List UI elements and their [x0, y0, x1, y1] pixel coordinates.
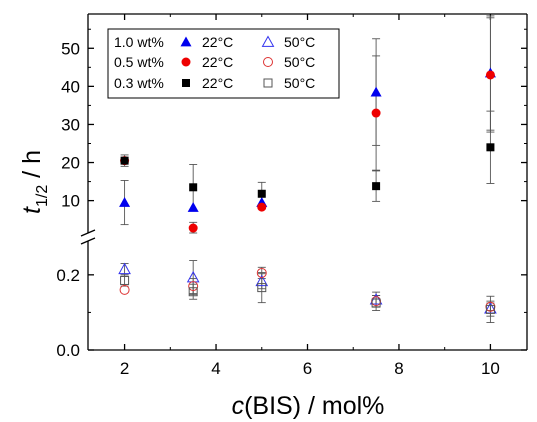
point-0-3-wt-50-c [371, 298, 381, 308]
x-axis-label: c(BIS) / mol% [232, 392, 385, 420]
point-0-3-wt-50-c [257, 283, 267, 293]
point-0-5-wt-22-c [257, 202, 267, 212]
point-0-5-wt-50-c [256, 267, 267, 278]
legend: 1.0 wt% 0.5 wt% 0.3 wt% 22°C 22°C 22°C 5… [107, 28, 340, 99]
y-tick-label: 0.2 [56, 266, 80, 285]
point-0-3-wt-50-c [120, 275, 130, 285]
legend-temp-2b: 50°C [284, 54, 315, 70]
legend-marker-filled [182, 79, 190, 87]
point-0-3-wt-50-c [485, 304, 495, 314]
point-0-5-wt-22-c [485, 70, 495, 80]
point-0-3-wt-22-c [120, 156, 129, 165]
x-tick-label: 2 [120, 359, 129, 378]
y-tick-label: 10 [61, 192, 80, 211]
legend-marker-filled [180, 36, 192, 47]
legend-marker-open [263, 78, 273, 88]
legend-marker-open [261, 35, 275, 47]
point-0-5-wt-50-c [188, 281, 199, 292]
x-tick-label: 4 [211, 359, 220, 378]
point-0-3-wt-22-c [189, 183, 198, 192]
point-0-5-wt-22-c [188, 223, 198, 233]
y-tick-label: 20 [61, 154, 80, 173]
y-tick-label: 40 [61, 77, 80, 96]
axis-break-mark [80, 229, 96, 245]
y-tick-label: 30 [61, 115, 80, 134]
point-0-3-wt-22-c [486, 143, 495, 152]
legend-temp-3a: 22°C [202, 75, 233, 91]
legend-box [107, 28, 340, 99]
point-0-5-wt-22-c [371, 108, 381, 118]
legend-label-2: 0.5 wt% [114, 54, 164, 70]
point-1-0-wt-22-c [370, 86, 382, 97]
legend-label-3: 0.3 wt% [114, 75, 164, 91]
legend-marker-open [263, 57, 273, 67]
point-1-0-wt-22-c [119, 197, 131, 207]
legend-temp-1b: 50°C [284, 34, 315, 50]
x-tick-label: 6 [303, 359, 312, 378]
point-1-0-wt-22-c [187, 201, 199, 212]
point-0-3-wt-22-c [372, 182, 381, 191]
point-0-3-wt-50-c [188, 287, 198, 297]
y-axis-label: t1/2 / h [18, 150, 51, 214]
legend-temp-2a: 22°C [202, 54, 233, 70]
point-1-0-wt-50-c [118, 262, 131, 275]
point-0-3-wt-22-c [257, 189, 266, 198]
legend-label-1: 1.0 wt% [114, 34, 164, 50]
legend-temp-3b: 50°C [284, 75, 315, 91]
legend-temp-1a: 22°C [202, 34, 233, 50]
y-tick-label: 50 [61, 39, 80, 58]
point-0-5-wt-50-c [119, 284, 130, 295]
legend-marker-filled [181, 57, 191, 67]
y-tick-label: 0.0 [56, 341, 80, 360]
x-tick-label: 10 [481, 359, 500, 378]
point-1-0-wt-50-c [255, 274, 269, 287]
x-tick-label: 8 [394, 359, 403, 378]
